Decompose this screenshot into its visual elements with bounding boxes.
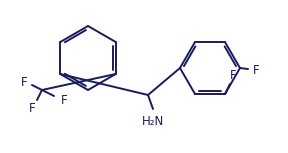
Text: F: F [21, 75, 27, 88]
Text: F: F [253, 63, 259, 76]
Text: F: F [29, 101, 35, 114]
Text: H₂N: H₂N [142, 115, 164, 128]
Text: F: F [230, 69, 236, 82]
Text: F: F [61, 93, 67, 106]
